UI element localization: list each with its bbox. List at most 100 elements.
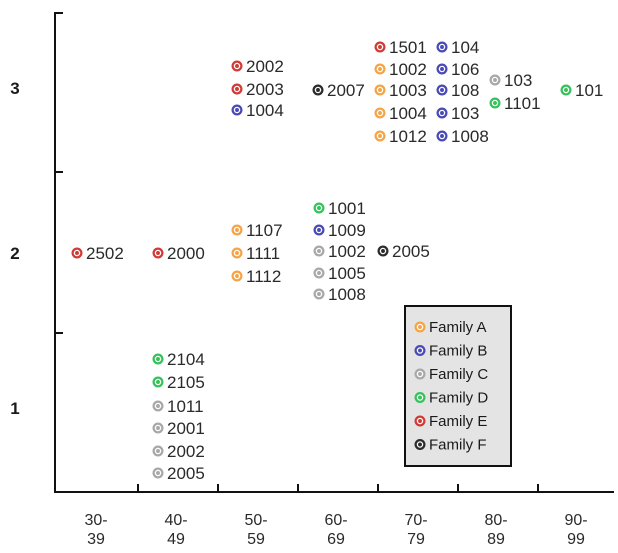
point-label: 1501 — [389, 38, 427, 57]
x-tick-label: 80- — [484, 512, 507, 529]
point-marker — [489, 97, 501, 109]
point-marker — [313, 224, 325, 236]
point-marker — [489, 74, 501, 86]
legend-marker-ring — [416, 370, 424, 378]
point-marker — [436, 41, 448, 53]
data-point: 1004 — [374, 104, 427, 123]
legend-item: Family A — [414, 319, 487, 336]
point-marker-ring — [376, 109, 384, 117]
data-point: 2002 — [231, 57, 284, 76]
legend-box — [404, 305, 512, 467]
point-marker-ring — [438, 43, 446, 51]
legend: Family A Family B Family C Family D Family E… — [404, 305, 512, 467]
point-marker — [313, 267, 325, 279]
point-label: 2000 — [167, 244, 205, 263]
point-label: 103 — [504, 71, 532, 90]
data-point: 103 — [436, 104, 479, 123]
data-point: 1003 — [374, 81, 427, 100]
point-marker — [152, 353, 164, 365]
data-point: 1008 — [436, 127, 489, 146]
point-label: 1111 — [246, 244, 280, 263]
point-label: 2105 — [167, 373, 205, 392]
point-marker — [312, 84, 324, 96]
data-point: 108 — [436, 81, 479, 100]
point-marker-ring — [233, 226, 241, 234]
point-label: 1001 — [328, 199, 366, 218]
point-label: 103 — [451, 104, 479, 123]
point-marker — [374, 107, 386, 119]
y-tick-label: 1 — [10, 399, 19, 418]
point-marker — [231, 270, 243, 282]
point-marker — [374, 63, 386, 75]
x-tick-label: 59 — [247, 531, 265, 548]
point-label: 1112 — [246, 267, 281, 286]
legend-item: Family C — [414, 366, 488, 383]
axes: 1 2 3 30- 39 40- 49 50- 59 60- 69 70- 79 80- 89 90- 99 — [10, 12, 614, 548]
point-marker — [313, 202, 325, 214]
point-label: 2007 — [327, 81, 365, 100]
point-marker-ring — [154, 378, 162, 386]
x-tick-label: 90- — [564, 512, 587, 529]
point-label: 1009 — [328, 221, 366, 240]
legend-item: Family F — [414, 437, 487, 454]
x-tick-label: 40- — [164, 512, 187, 529]
point-label: 1004 — [389, 104, 427, 123]
legend-marker — [414, 345, 426, 356]
point-marker — [231, 60, 243, 72]
point-label: 2002 — [167, 442, 205, 461]
data-point: 1001 — [313, 199, 366, 218]
point-marker-ring — [315, 204, 323, 212]
data-point: 1011 — [152, 397, 204, 416]
point-marker — [374, 41, 386, 53]
legend-marker-ring — [416, 347, 424, 354]
legend-label: Family D — [429, 390, 488, 407]
point-label: 101 — [575, 81, 603, 100]
point-marker-ring — [315, 226, 323, 234]
legend-label: Family C — [429, 366, 488, 383]
point-marker — [152, 376, 164, 388]
legend-marker — [414, 392, 426, 403]
point-marker-ring — [233, 272, 241, 280]
data-point: 103 — [489, 71, 532, 90]
point-marker — [71, 247, 83, 259]
point-label: 2502 — [86, 244, 124, 263]
point-marker — [374, 84, 386, 96]
point-marker-ring — [315, 247, 323, 255]
point-marker-ring — [376, 43, 384, 51]
point-marker-ring — [154, 447, 162, 455]
y-tick-label: 2 — [10, 244, 19, 263]
legend-marker — [414, 415, 426, 427]
point-marker-ring — [315, 290, 323, 298]
point-marker-ring — [491, 99, 499, 107]
point-marker-ring — [154, 355, 162, 363]
point-label: 2104 — [167, 350, 205, 369]
point-label: 1011 — [167, 397, 204, 416]
point-label: 1101 — [504, 94, 541, 113]
x-tick-label: 89 — [487, 531, 505, 548]
data-point: 1501 — [374, 38, 427, 57]
legend-item: Family E — [414, 413, 487, 430]
x-tick-label: 49 — [167, 531, 185, 548]
data-point: 2001 — [152, 419, 205, 438]
point-marker — [152, 400, 164, 412]
x-tick-label: 60- — [324, 512, 347, 529]
legend-label: Family F — [429, 437, 487, 454]
point-marker — [231, 83, 243, 95]
data-point: 1101 — [489, 94, 541, 113]
data-point: 2003 — [231, 80, 284, 99]
point-marker — [560, 84, 572, 96]
point-marker — [152, 467, 164, 479]
point-marker — [436, 84, 448, 96]
data-point: 1009 — [313, 221, 366, 240]
point-label: 1005 — [328, 264, 366, 283]
data-point: 1002 — [313, 242, 366, 261]
point-marker — [377, 245, 389, 257]
point-label: 108 — [451, 81, 479, 100]
data-point: 2005 — [377, 242, 430, 261]
point-label: 1004 — [246, 101, 284, 120]
data-point: 2005 — [152, 464, 205, 483]
x-tick-label: 99 — [567, 531, 585, 548]
point-label: 2001 — [167, 419, 205, 438]
point-marker — [231, 224, 243, 236]
x-tick-label: 50- — [244, 512, 267, 529]
